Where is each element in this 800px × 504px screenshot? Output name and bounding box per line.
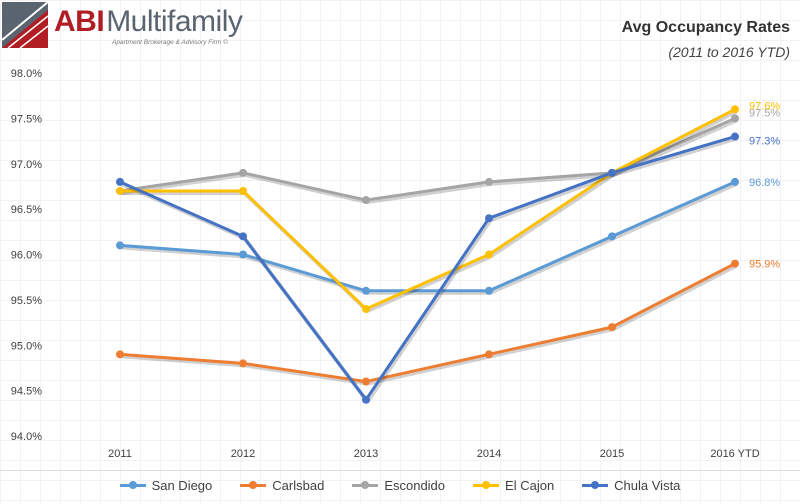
legend-label: Escondido bbox=[384, 477, 446, 493]
chart-title: Avg Occupancy Rates bbox=[621, 19, 790, 36]
x-tick-label: 2013 bbox=[354, 448, 378, 460]
data-label: 97.6% bbox=[749, 100, 780, 112]
data-point bbox=[485, 214, 493, 223]
data-point bbox=[608, 323, 616, 332]
legend-swatch-dot bbox=[128, 481, 137, 489]
data-point bbox=[362, 286, 370, 295]
series-line-shadow bbox=[121, 109, 738, 313]
legend-swatch bbox=[582, 480, 609, 490]
chart-subtitle: (2011 to 2016 YTD) bbox=[668, 44, 790, 60]
data-point bbox=[239, 168, 247, 177]
y-tick-label: 95.5% bbox=[11, 295, 42, 307]
legend-swatch-dot bbox=[591, 481, 600, 489]
data-point bbox=[485, 177, 493, 186]
logo-multifamily: Multifamily bbox=[106, 5, 243, 38]
y-tick-label: 97.5% bbox=[11, 113, 42, 125]
series-line bbox=[118, 262, 737, 384]
x-tick-label: 2011 bbox=[108, 448, 132, 460]
y-tick-label: 98.0% bbox=[11, 68, 42, 80]
x-tick-label: 2012 bbox=[231, 448, 255, 460]
y-tick-label: 97.0% bbox=[11, 159, 42, 171]
series-line bbox=[118, 180, 737, 293]
data-point bbox=[485, 350, 493, 359]
data-point bbox=[239, 250, 247, 259]
data-label: 95.9% bbox=[749, 259, 780, 271]
data-point bbox=[362, 395, 370, 404]
legend-label: Chula Vista bbox=[614, 477, 681, 493]
y-tick-label: 94.0% bbox=[11, 431, 42, 443]
data-point bbox=[485, 250, 493, 259]
data-point bbox=[362, 304, 370, 313]
legend-swatch bbox=[119, 480, 146, 490]
data-point bbox=[239, 359, 247, 368]
title-block: Avg Occupancy Rates (2011 to 2016 YTD) bbox=[622, 18, 790, 62]
data-point bbox=[116, 350, 124, 359]
legend-item: Escondido bbox=[352, 478, 445, 493]
data-point bbox=[608, 168, 616, 177]
data-point bbox=[239, 186, 247, 195]
legend-item: Chula Vista bbox=[582, 478, 680, 493]
legend-swatch bbox=[240, 480, 267, 490]
data-label: 96.8% bbox=[749, 177, 780, 189]
legend-item: El Cajon bbox=[473, 478, 554, 493]
y-tick-label: 94.5% bbox=[11, 386, 42, 398]
legend-label: El Cajon bbox=[505, 477, 555, 493]
logo-wordmark: ABI Multifamily bbox=[54, 5, 243, 38]
legend-swatch bbox=[473, 480, 500, 490]
data-point bbox=[362, 377, 370, 386]
data-point bbox=[362, 196, 370, 205]
data-point bbox=[239, 232, 247, 241]
legend-swatch-dot bbox=[482, 481, 491, 489]
x-tick-label: 2016 YTD bbox=[710, 448, 759, 460]
data-point bbox=[116, 186, 124, 195]
series-line bbox=[118, 135, 737, 402]
data-point bbox=[731, 259, 739, 268]
legend-swatch bbox=[352, 480, 379, 490]
data-point bbox=[116, 177, 124, 186]
x-tick-label: 2015 bbox=[600, 448, 624, 460]
legend-swatch-dot bbox=[249, 481, 258, 489]
data-point bbox=[485, 286, 493, 295]
series-line bbox=[118, 107, 737, 311]
data-label: 97.3% bbox=[749, 136, 780, 148]
data-label: 97.5% bbox=[749, 107, 780, 119]
logo: ABI Multifamily Apartment Brokerage & Ad… bbox=[2, 2, 282, 48]
y-tick-label: 96.5% bbox=[11, 204, 42, 216]
chart-legend: San Diego Carlsbad Escondido El Cajon Chula … bbox=[0, 470, 800, 499]
logo-tagline: Apartment Brokerage & Advisory Firm © bbox=[112, 39, 228, 46]
legend-swatch-dot bbox=[361, 481, 370, 489]
series-line-shadow bbox=[121, 182, 738, 295]
data-point bbox=[731, 114, 739, 123]
chart-plot: 94.0% 94.5% 95.0% 95.5% 96.0% 96.5% 97.0% 97.5%… bbox=[11, 68, 781, 460]
logo-mark-icon bbox=[2, 2, 48, 48]
data-point bbox=[116, 241, 124, 250]
legend-item: San Diego bbox=[119, 477, 213, 493]
series-line-shadow bbox=[121, 263, 738, 386]
legend-item: Carlsbad bbox=[240, 478, 324, 493]
data-point bbox=[731, 177, 739, 186]
data-point bbox=[608, 232, 616, 241]
data-point bbox=[731, 105, 739, 114]
logo-abi: ABI bbox=[54, 5, 105, 38]
y-tick-label: 95.0% bbox=[11, 340, 42, 352]
y-tick-label: 96.0% bbox=[11, 250, 42, 262]
legend-label: San Diego bbox=[151, 477, 213, 493]
legend-label: Carlsbad bbox=[272, 477, 325, 493]
x-tick-label: 2014 bbox=[477, 448, 501, 460]
data-point bbox=[731, 132, 739, 141]
